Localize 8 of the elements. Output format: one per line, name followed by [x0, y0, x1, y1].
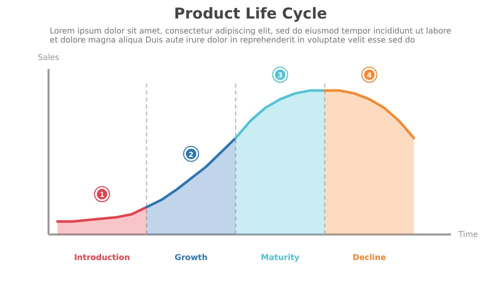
- text: Maturity: [260, 252, 300, 262]
- text: Decline: [352, 252, 387, 262]
- text: Introduction: [74, 252, 130, 262]
- x-axis-title: Time: [457, 230, 478, 239]
- y-axis-title: Sales: [38, 52, 60, 62]
- text: Growth: [174, 252, 208, 262]
- chart-title: Product Life Cycle: [174, 4, 328, 22]
- chart-subtitle: Lorem ipsum dolor sit amet, consectetur adipiscing elit, sed do eiusmod tempor incididunt ut labore et dolore magna aliqua Duis aute irure dolor in reprehenderit in voluptate velit esse sed do: [50, 26, 452, 44]
